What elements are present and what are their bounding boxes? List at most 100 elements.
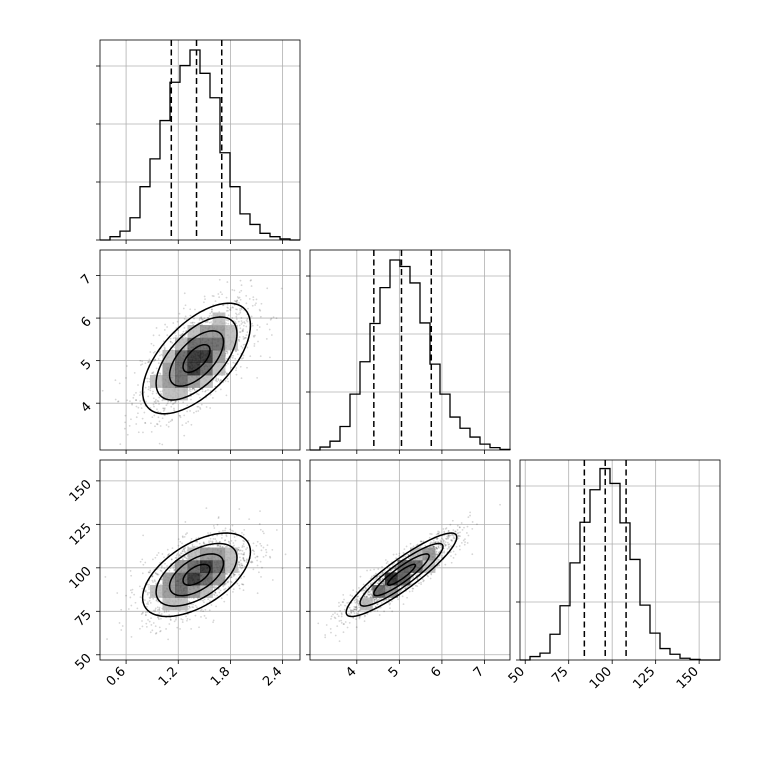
scatter-point xyxy=(169,340,172,343)
scatter-point xyxy=(227,581,229,584)
scatter-point xyxy=(139,560,142,563)
scatter-point xyxy=(157,358,160,360)
scatter-point xyxy=(184,521,187,523)
density-cell xyxy=(175,375,188,388)
scatter-point xyxy=(173,620,176,623)
scatter-point xyxy=(240,284,243,287)
scatter-point xyxy=(243,540,246,543)
scatter-point xyxy=(350,611,353,614)
scatter-point xyxy=(218,530,221,533)
scatter-point xyxy=(241,544,244,547)
scatter-point xyxy=(181,550,184,553)
scatter-point xyxy=(437,540,440,543)
scatter-point xyxy=(435,550,438,553)
scatter-point xyxy=(431,545,434,548)
scatter-point xyxy=(225,582,227,585)
scatter-point xyxy=(182,307,185,310)
scatter-point xyxy=(245,294,248,297)
scatter-point xyxy=(120,608,123,611)
scatter-point xyxy=(163,611,166,613)
scatter-point xyxy=(383,581,386,584)
scatter-point xyxy=(204,298,206,301)
scatter-point xyxy=(167,610,170,613)
scatter-point xyxy=(245,336,247,339)
scatter-point xyxy=(173,407,175,410)
scatter-point xyxy=(457,537,460,540)
scatter-point xyxy=(151,392,154,395)
scatter-point xyxy=(137,412,139,415)
scatter-point xyxy=(239,279,242,282)
scatter-point xyxy=(455,545,458,548)
scatter-point xyxy=(388,603,391,606)
scatter-point xyxy=(240,320,243,322)
scatter-point xyxy=(198,318,201,321)
scatter-point xyxy=(258,571,260,574)
scatter-point xyxy=(243,337,246,340)
scatter-point xyxy=(230,539,233,542)
scatter-point xyxy=(369,569,372,572)
scatter-point xyxy=(137,406,140,409)
scatter-point xyxy=(450,539,453,542)
scatter-point xyxy=(116,592,119,594)
scatter-point xyxy=(243,545,245,548)
scatter-point xyxy=(147,619,149,621)
scatter-point xyxy=(368,591,370,594)
scatter-point xyxy=(181,535,184,538)
scatter-point xyxy=(175,554,178,557)
scatter-point xyxy=(139,359,142,362)
scatter-point xyxy=(412,545,415,548)
scatter-point xyxy=(191,387,194,390)
scatter-point xyxy=(228,542,231,545)
scatter-point xyxy=(200,403,203,406)
scatter-point xyxy=(226,593,229,596)
scatter-point xyxy=(361,589,364,592)
scatter-point xyxy=(438,531,441,534)
scatter-point xyxy=(142,431,144,434)
scatter-point xyxy=(350,610,352,613)
scatter-point xyxy=(158,626,161,629)
scatter-point xyxy=(444,563,447,566)
scatter-point xyxy=(443,543,446,545)
scatter-point xyxy=(367,584,370,587)
scatter-point xyxy=(378,614,381,616)
scatter-point xyxy=(380,573,383,576)
x-tick-label: 150 xyxy=(674,664,702,692)
scatter-point xyxy=(463,543,466,546)
density-cell xyxy=(200,572,213,586)
scatter-point xyxy=(130,574,133,577)
scatter-point xyxy=(183,414,186,417)
scatter-point xyxy=(370,589,372,592)
scatter-point xyxy=(246,346,249,349)
scatter-point xyxy=(463,526,465,529)
scatter-point xyxy=(130,591,133,594)
scatter-point xyxy=(203,295,206,298)
scatter-point xyxy=(126,433,129,436)
scatter-point xyxy=(243,565,246,568)
scatter-point xyxy=(337,615,340,618)
scatter-point xyxy=(242,553,245,556)
scatter-point xyxy=(104,576,107,578)
scatter-point xyxy=(216,545,219,547)
scatter-point xyxy=(445,527,448,529)
y-tick-label: 7 xyxy=(78,272,94,288)
scatter-point xyxy=(432,545,435,548)
scatter-point xyxy=(212,621,214,624)
scatter-point xyxy=(242,557,245,560)
scatter-point xyxy=(448,545,450,548)
scatter-point xyxy=(447,534,450,537)
scatter-point xyxy=(202,599,204,602)
scatter-point xyxy=(242,328,245,330)
scatter-point xyxy=(390,600,393,603)
scatter-point xyxy=(441,554,443,557)
density-cell xyxy=(200,560,213,573)
scatter-point xyxy=(450,539,452,542)
scatter-point xyxy=(243,559,246,562)
scatter-point xyxy=(416,585,419,588)
scatter-point xyxy=(375,577,378,580)
scatter-point xyxy=(421,578,424,581)
scatter-point xyxy=(181,550,184,552)
scatter-point xyxy=(168,569,171,572)
scatter-point xyxy=(391,563,394,566)
scatter-point xyxy=(157,400,160,403)
scatter-point xyxy=(209,540,212,543)
